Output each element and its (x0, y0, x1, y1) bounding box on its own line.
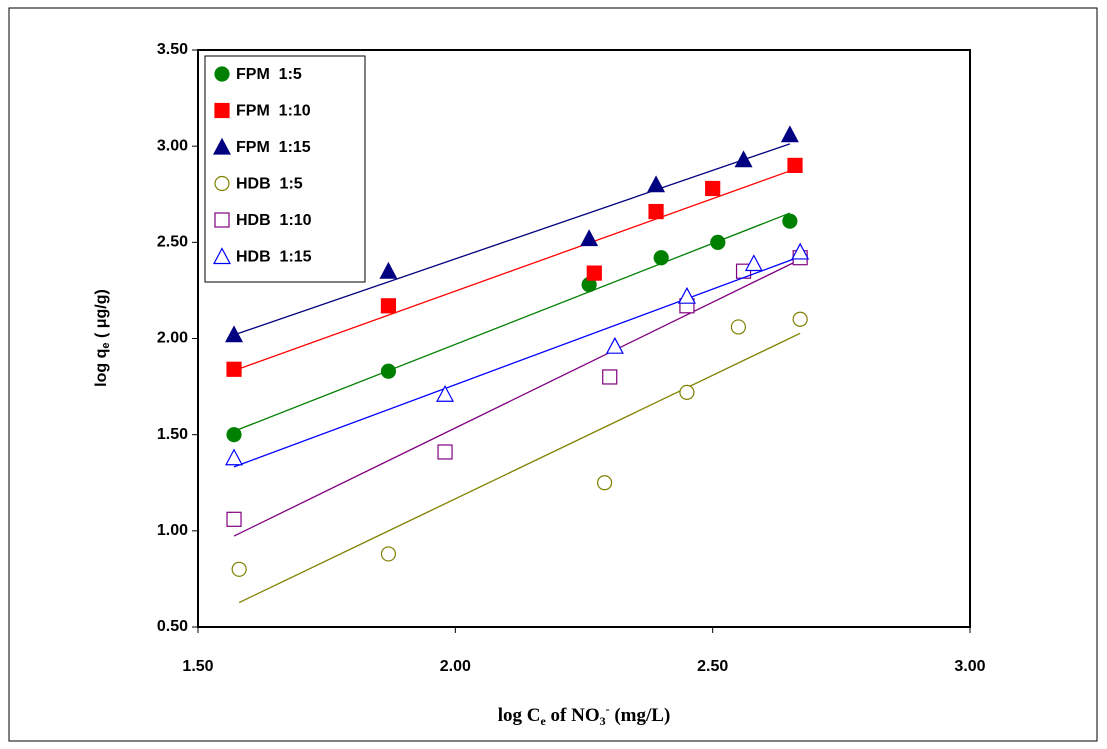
data-point (677, 286, 696, 304)
data-point (734, 150, 753, 168)
chart-frame (8, 7, 1098, 742)
data-point (780, 125, 799, 143)
legend-marker (214, 175, 230, 192)
trend-line (238, 332, 801, 604)
data-point (648, 203, 664, 220)
legend-box (204, 55, 366, 283)
x-label-main: log C (498, 705, 541, 726)
legend-marker (214, 212, 230, 228)
y-tick-label: 0.50 (157, 618, 188, 635)
y-tick-label: 2.50 (157, 234, 188, 251)
y-tick-label: 3.50 (157, 41, 188, 58)
legend-marker (213, 137, 231, 155)
data-point (730, 319, 747, 335)
data-point (380, 298, 397, 314)
data-point (679, 384, 695, 400)
x-tick-label: 2.50 (697, 658, 728, 675)
y-label-main: log q (93, 349, 110, 387)
data-point (380, 363, 397, 379)
data-point (436, 385, 455, 402)
data-point (705, 180, 721, 197)
y-tick-label: 3.00 (157, 137, 188, 154)
data-point (791, 242, 810, 260)
legend-label: FPM 1:15 (236, 139, 311, 156)
trend-line (233, 143, 791, 336)
x-label-rest: (mg/L) (610, 705, 671, 726)
data-point (379, 261, 398, 279)
y-label-rest: ( μg/g) (93, 289, 110, 342)
data-point (605, 336, 624, 354)
data-point (596, 475, 613, 491)
data-point (225, 448, 244, 466)
x-axis-label: log Ce of NO3- (mg/L) (498, 702, 671, 728)
data-point (782, 213, 798, 229)
x-tick-label: 2.00 (440, 658, 471, 675)
trend-line (233, 212, 791, 432)
y-tick-label: 2.00 (157, 330, 188, 347)
x-label-sub2: 3 (600, 714, 606, 728)
data-point (226, 427, 242, 443)
data-point (792, 311, 808, 327)
data-point (226, 361, 242, 377)
data-point (231, 561, 247, 577)
data-point (647, 175, 666, 193)
legend-marker (214, 66, 230, 82)
y-tick-label: 1.50 (157, 426, 188, 443)
data-point (710, 234, 726, 250)
data-point (226, 511, 242, 527)
x-tick-label: 3.00 (954, 658, 985, 675)
data-point (653, 250, 669, 266)
data-point (602, 369, 618, 385)
data-point (437, 444, 453, 460)
data-point (380, 546, 397, 562)
y-label-sub: e (100, 342, 112, 348)
data-point (744, 254, 763, 272)
data-point (787, 157, 803, 173)
data-point (586, 265, 602, 281)
trend-line (233, 256, 801, 468)
x-tick-label: 1.50 (182, 658, 213, 675)
y-axis-label: log qe ( μg/g) (93, 289, 112, 387)
legend-label: FPM 1:5 (236, 66, 302, 83)
trend-line (233, 258, 801, 537)
x-label-sup: - (606, 702, 610, 716)
x-label-sub: e (540, 714, 546, 728)
legend-label: HDB 1:5 (236, 176, 303, 193)
data-point (580, 229, 599, 247)
y-tick-label: 1.00 (157, 522, 188, 539)
trend-line (233, 168, 796, 372)
legend-marker (214, 102, 230, 119)
legend-marker (213, 247, 231, 265)
legend-label: FPM 1:10 (236, 103, 311, 120)
legend-label: HDB 1:15 (236, 249, 312, 266)
data-point (225, 325, 244, 343)
x-label-mid: of NO (546, 705, 600, 726)
legend-label: HDB 1:10 (236, 212, 312, 229)
